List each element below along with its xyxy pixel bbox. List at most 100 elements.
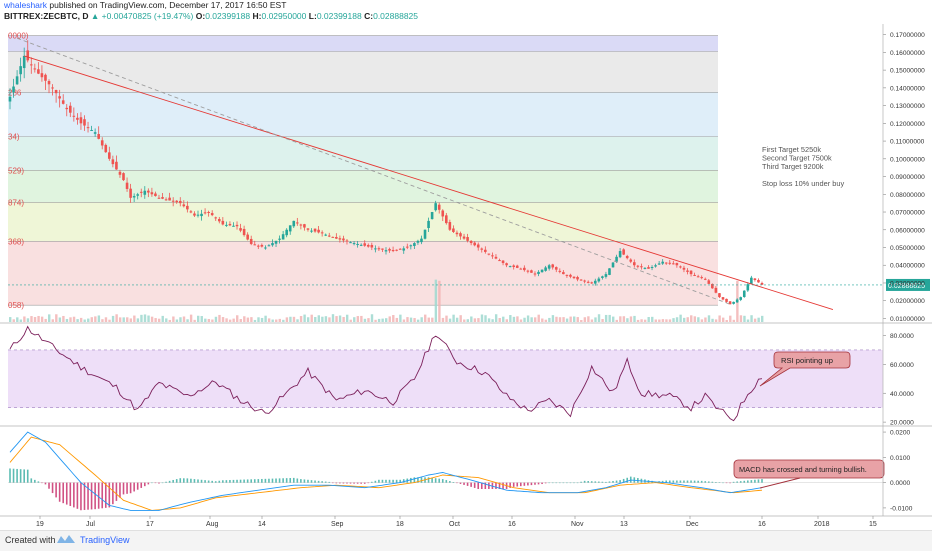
candle-body bbox=[661, 261, 664, 264]
volume-bar bbox=[714, 319, 718, 322]
macd-histogram-bar bbox=[165, 481, 167, 483]
volume-bar bbox=[672, 318, 675, 322]
tradingview-brand[interactable]: TradingView bbox=[80, 535, 130, 545]
candle-body bbox=[345, 240, 349, 242]
macd-histogram-bar bbox=[12, 468, 15, 483]
macd-histogram-bar bbox=[569, 482, 572, 484]
volume-bar bbox=[19, 319, 23, 322]
candle-body bbox=[395, 249, 398, 251]
volume-bar bbox=[381, 318, 384, 322]
macd-histogram-bar bbox=[562, 482, 565, 484]
volume-bar bbox=[72, 316, 76, 322]
volume-bar bbox=[750, 315, 753, 322]
volume-bar bbox=[303, 314, 306, 322]
volume-bar bbox=[473, 318, 477, 322]
volume-bar bbox=[622, 316, 626, 322]
macd-histogram-bar bbox=[175, 479, 178, 483]
macd-histogram-bar bbox=[729, 482, 731, 484]
candle-body bbox=[611, 262, 615, 268]
candle-body bbox=[742, 290, 746, 297]
candle-body bbox=[363, 243, 367, 246]
volume-bar bbox=[530, 317, 533, 322]
candle-body bbox=[200, 213, 203, 217]
volume-bar bbox=[299, 316, 303, 322]
macd-histogram-bar bbox=[700, 480, 703, 483]
volume-bar bbox=[565, 318, 569, 322]
candle-body bbox=[178, 200, 182, 204]
volume-bar bbox=[424, 314, 427, 322]
macd-histogram-bar bbox=[594, 481, 597, 483]
candle-body bbox=[508, 266, 512, 268]
macd-histogram-bar bbox=[126, 482, 128, 494]
candle-body bbox=[97, 134, 100, 139]
macd-histogram-bar bbox=[353, 482, 355, 484]
macd-histogram-bar bbox=[30, 478, 33, 483]
volume-bar bbox=[377, 318, 381, 322]
fib-level-label: 874) bbox=[8, 198, 24, 207]
candle-body bbox=[445, 215, 448, 224]
macd-histogram-bar bbox=[331, 482, 334, 484]
candle-body bbox=[366, 244, 370, 247]
volume-bar bbox=[143, 314, 147, 322]
candle-body bbox=[37, 69, 40, 74]
candle-body bbox=[359, 244, 363, 246]
volume-bar bbox=[200, 316, 203, 322]
volume-bar bbox=[225, 318, 228, 322]
macd-histogram-bar bbox=[356, 482, 359, 484]
candle-body bbox=[689, 270, 693, 275]
volume-bar bbox=[587, 316, 590, 322]
macd-histogram-bar bbox=[37, 481, 40, 483]
volume-bar bbox=[686, 317, 689, 322]
candle-body bbox=[8, 96, 12, 102]
candle-body bbox=[129, 188, 132, 198]
volume-bar bbox=[697, 317, 700, 322]
macd-histogram-bar bbox=[90, 482, 93, 510]
candle-body bbox=[303, 224, 306, 228]
volume-bar bbox=[647, 317, 650, 322]
volume-bar bbox=[604, 314, 608, 322]
candle-body bbox=[22, 55, 26, 69]
macd-histogram-bar bbox=[420, 477, 423, 483]
candle-body bbox=[374, 248, 377, 250]
publish-line: whaleshark published on TradingView.com,… bbox=[4, 0, 286, 10]
macd-histogram-bar bbox=[761, 479, 763, 483]
macd-histogram-bar bbox=[548, 482, 550, 484]
volume-bar bbox=[278, 318, 281, 322]
macd-histogram-bar bbox=[190, 478, 192, 483]
fib-band bbox=[8, 241, 718, 306]
candle-body bbox=[728, 301, 732, 305]
macd-histogram-bar bbox=[264, 478, 267, 483]
macd-histogram-bar bbox=[516, 482, 519, 487]
volume-bar bbox=[690, 315, 693, 322]
macd-histogram-bar bbox=[346, 482, 348, 484]
volume-bar bbox=[221, 317, 225, 322]
volume-bar bbox=[345, 314, 349, 322]
macd-histogram-bar bbox=[697, 480, 699, 483]
ohlc-line: BITTREX:ZECBTC, D ▲ +0.00470825 (+19.47%… bbox=[4, 11, 418, 21]
macd-histogram-bar bbox=[193, 479, 196, 483]
macd-histogram-bar bbox=[211, 480, 213, 483]
high-value: 0.02950000 bbox=[261, 11, 307, 21]
trading-chart[interactable]: 0000) 286 34) 529) 874) 368) 058) 0.02888825 0.1… bbox=[0, 0, 932, 530]
volume-bar bbox=[459, 315, 462, 322]
macd-histogram-bar bbox=[626, 477, 629, 483]
volume-bar bbox=[275, 319, 278, 322]
volume-bar bbox=[296, 319, 299, 322]
fib-band bbox=[8, 136, 718, 171]
volume-bar bbox=[431, 317, 434, 322]
volume-bar bbox=[502, 316, 505, 322]
macd-histogram-bar bbox=[278, 478, 281, 483]
volume-bar bbox=[537, 314, 540, 322]
candle-body bbox=[342, 238, 345, 241]
author-link[interactable]: whaleshark bbox=[4, 0, 47, 10]
volume-bar bbox=[338, 315, 342, 322]
candle-body bbox=[551, 264, 555, 268]
target-note: Third Target 9200k bbox=[762, 162, 824, 171]
macd-histogram-bar bbox=[69, 482, 72, 506]
candle-body bbox=[271, 243, 274, 246]
time-axis-label: 13 bbox=[620, 521, 628, 528]
target-note: First Target 5250k bbox=[762, 145, 821, 154]
candle-body bbox=[672, 263, 675, 265]
volume-bar bbox=[353, 317, 356, 322]
candle-body bbox=[296, 222, 299, 224]
